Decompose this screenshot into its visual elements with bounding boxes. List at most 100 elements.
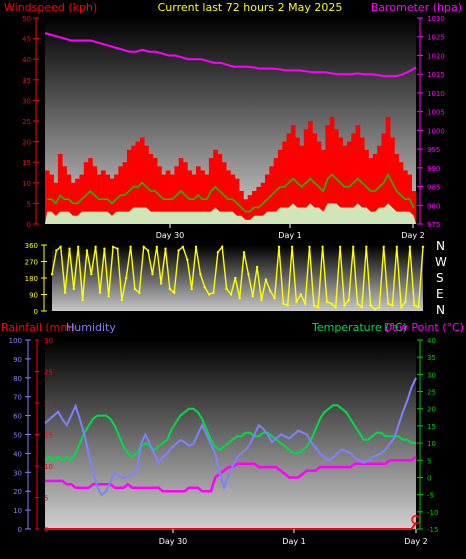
wind-direction-point: [111, 245, 115, 248]
windspeed-bar: [148, 153, 154, 224]
wind-direction-point: [295, 300, 298, 303]
wind-direction-point: [142, 245, 145, 248]
windspeed-tick-label: 0: [27, 221, 31, 229]
windspeed-bar: [131, 145, 136, 224]
windspeed-bar: [126, 149, 132, 224]
windspeed-tick-label: 35: [22, 77, 31, 85]
wind-direction-point: [260, 298, 263, 302]
wind-direction-point: [59, 245, 62, 248]
wind-direction-point: [273, 297, 276, 300]
windspeed-bar: [62, 166, 67, 224]
windspeed-tick-label: 20: [22, 139, 31, 147]
temperature-tick-label: 25: [427, 389, 436, 397]
compass-n-bottom: N: [436, 303, 445, 317]
humidity-tick-label: 20: [13, 488, 22, 496]
humidity-tick-label: 100: [9, 337, 22, 345]
compass-e: E: [436, 287, 444, 301]
barometer-tick-label: 975: [427, 221, 440, 229]
windspeed-bar: [256, 186, 261, 224]
dewpoint-title: Dew Point (°C): [384, 321, 464, 334]
humidity-title: Humidity: [66, 321, 116, 334]
wind-direction-point: [373, 308, 377, 311]
windspeed-bar: [394, 153, 400, 224]
barometer-line: [44, 32, 417, 78]
windspeed-tick-label: 30: [22, 97, 31, 105]
barometer-tick-label: 1030: [427, 15, 445, 23]
wind-direction-point: [129, 245, 132, 248]
temperature-tick-label: -5: [427, 492, 434, 500]
dewpoint-line: [45, 455, 417, 493]
day-label: Day 30: [156, 231, 185, 240]
windspeed-bar: [135, 141, 141, 224]
wind-direction-point: [391, 304, 394, 307]
chart-title: Current last 72 hours 2 May 2025: [158, 1, 343, 14]
wind-direction-point: [404, 300, 407, 303]
windspeed-bar: [338, 137, 343, 224]
wind-direction-point: [85, 249, 89, 252]
windspeed-bar: [316, 141, 322, 224]
wind-direction-point: [400, 306, 403, 309]
wind-direction-point: [63, 291, 67, 294]
wind-direction-point: [299, 293, 302, 296]
wind-direction-point: [312, 304, 316, 307]
temperature-tick-label: -10: [427, 509, 438, 517]
windspeed-tick-label: 5: [27, 200, 31, 208]
wind-direction-point: [317, 306, 320, 309]
windspeed-bar: [329, 116, 335, 224]
wind-direction-point: [72, 287, 76, 291]
wind-low-area: [45, 203, 416, 224]
compass-s: S: [436, 271, 444, 285]
wind-direction-point: [155, 245, 158, 248]
wind-direction-point: [413, 304, 416, 307]
windspeed-bar: [187, 170, 192, 224]
windspeed-bar: [226, 170, 231, 224]
wind-axes: 0510152025303540455097598098599099510001…: [22, 15, 445, 240]
wind-direction-point: [421, 245, 425, 248]
wind-direction-point: [360, 306, 364, 309]
windspeed-bar: [144, 145, 149, 224]
windspeed-bar: [351, 133, 356, 224]
temperature-tick-label: -15: [427, 526, 438, 534]
wind-direction-point: [225, 287, 228, 291]
wind-direction-point: [229, 293, 233, 296]
wind-direction-point: [194, 245, 198, 248]
temperature-tick-label: 0: [427, 474, 431, 482]
windspeed-tick-label: 10: [22, 180, 31, 188]
barometer-tick-label: 990: [427, 165, 440, 173]
wind-direction-point: [177, 249, 180, 252]
wind-direction-point: [216, 251, 220, 254]
windspeed-bar: [200, 170, 205, 224]
windspeed-title: Windspeed (kph): [4, 1, 97, 14]
rainfall-tick-label: 20: [44, 400, 53, 408]
barometer-tick-label: 1005: [427, 109, 445, 117]
wind-direction-point: [417, 306, 420, 309]
wind-direction-point: [290, 245, 294, 248]
wind-direction-point: [181, 245, 185, 248]
wind-direction-point: [90, 273, 93, 276]
humidity-tick-label: 60: [13, 413, 22, 421]
windspeed-bar: [312, 133, 318, 224]
wind-direction-point: [103, 247, 106, 250]
temperature-tick-label: 20: [427, 406, 436, 414]
barometer-tick-label: 985: [427, 184, 440, 192]
barometer-tick-label: 1025: [427, 34, 445, 42]
direction-tick-label: 180: [25, 275, 38, 283]
windspeed-bar: [165, 170, 171, 224]
wind-direction-point: [247, 273, 250, 276]
humidity-tick-label: 40: [13, 450, 22, 458]
windspeed-bar: [385, 116, 391, 224]
windspeed-bar: [308, 121, 313, 224]
windspeed-bar: [217, 153, 223, 224]
wind-direction-point: [330, 302, 333, 305]
temp-axes: 0102030405060708090100051015202530-15-10…: [9, 337, 439, 546]
windspeed-bar: [109, 178, 115, 224]
rainfall-tick-label: 10: [44, 463, 53, 471]
wind-direction-point: [120, 298, 124, 302]
wind-direction-point: [238, 297, 241, 300]
windspeed-bar: [101, 170, 106, 224]
temp-panel-bg: [45, 340, 416, 529]
wind-direction-point: [203, 286, 206, 289]
direction-tick-label: 360: [25, 242, 38, 250]
direction-tick-label: 90: [29, 292, 38, 300]
